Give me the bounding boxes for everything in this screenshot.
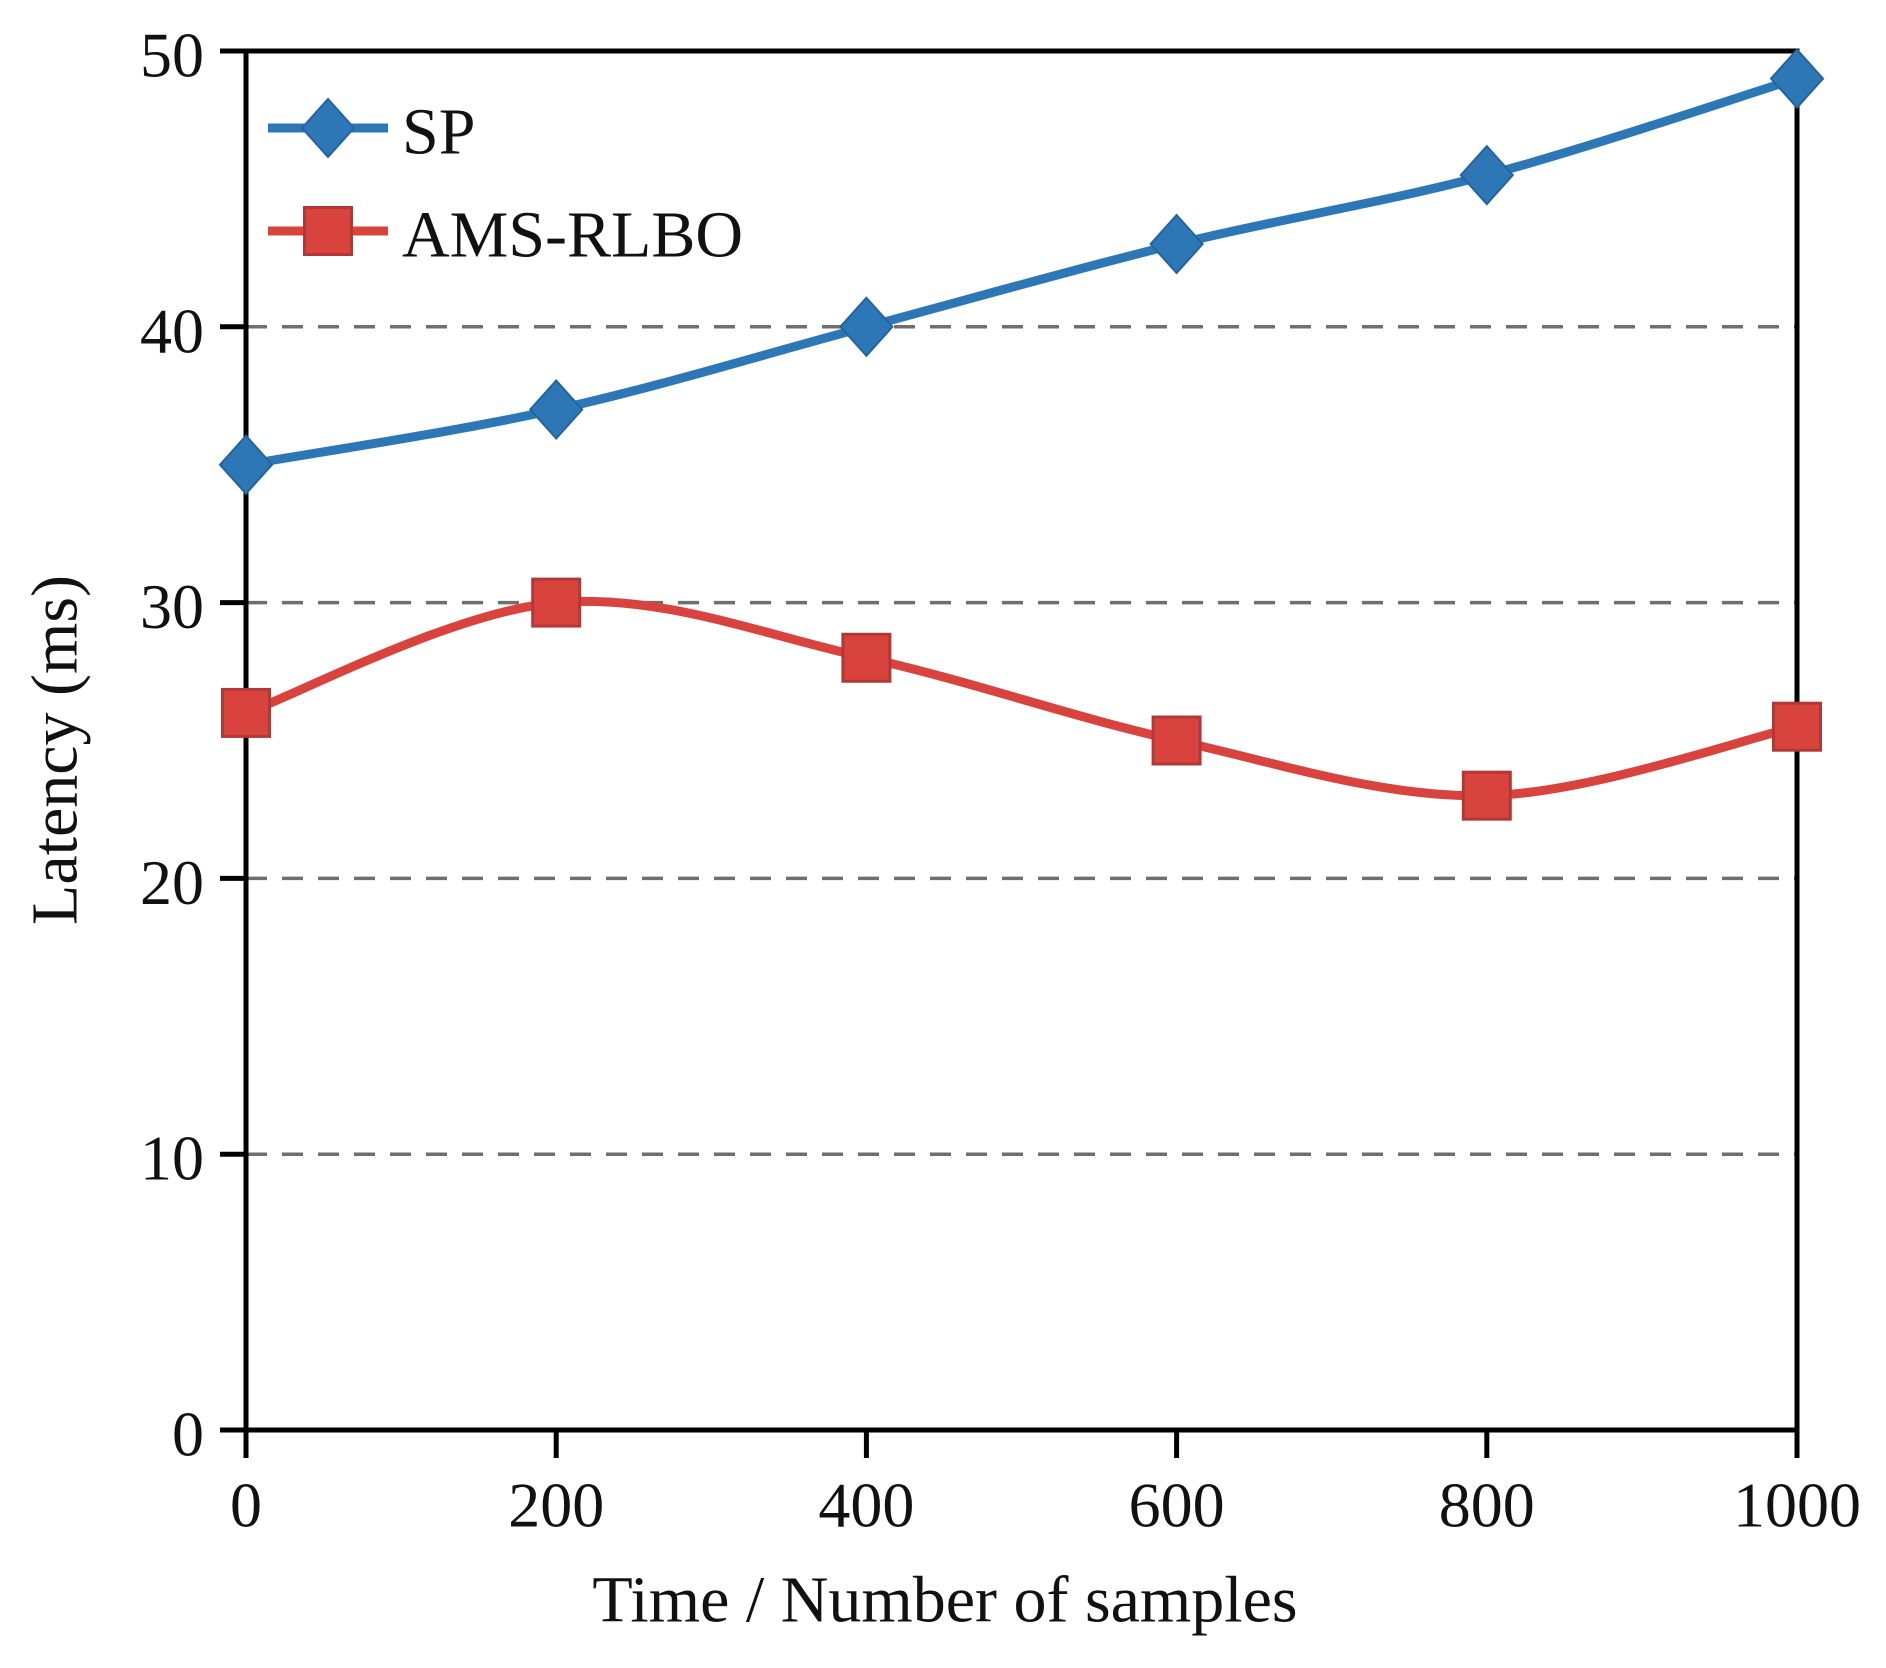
y-tick-label-50: 50: [140, 20, 204, 91]
x-tick-label-1000: 1000: [1733, 1470, 1861, 1541]
gridlines-group: [246, 325, 1797, 1156]
legend-group: SP AMS-RLBO: [268, 96, 743, 272]
x-tick-label-0: 0: [230, 1470, 262, 1541]
x-tick-label-200: 200: [508, 1470, 604, 1541]
series-marker-sp-0: [218, 434, 274, 496]
y-axis-label: Latency (ms): [19, 575, 92, 925]
series-line-ams-rlbo: [241, 596, 1802, 801]
x-tick-label-800: 800: [1439, 1470, 1535, 1541]
series-marker-ams-rlbo-1000: [1772, 701, 1822, 752]
series-marker-sp-1000: [1769, 48, 1825, 110]
series-group: [218, 48, 1825, 821]
x-tick-label-600: 600: [1129, 1470, 1225, 1541]
y-tick-label-40: 40: [140, 295, 204, 366]
series-marker-ams-rlbo-400: [841, 632, 892, 683]
series-marker-ams-rlbo-600: [1151, 715, 1202, 766]
series-marker-ams-rlbo-800: [1461, 770, 1512, 821]
legend-label-ams-rlbo: AMS-RLBO: [402, 199, 743, 272]
series-line-sp: [241, 74, 1802, 470]
series-marker-sp-600: [1149, 213, 1204, 275]
y-tick-label-10: 10: [140, 1123, 204, 1194]
legend-item-ams-rlbo: AMS-RLBO: [268, 199, 743, 272]
legend-marker-sp: [300, 97, 356, 159]
legend-marker-ams-rlbo: [303, 206, 353, 256]
series-marker-ams-rlbo-200: [531, 577, 582, 628]
series-marker-sp-200: [528, 379, 584, 441]
series-marker-ams-rlbo-0: [221, 687, 271, 738]
series-marker-sp-800: [1459, 144, 1515, 206]
x-tick-label-400: 400: [818, 1470, 914, 1541]
y-tick-label-0: 0: [172, 1399, 204, 1470]
legend-item-sp: SP: [268, 96, 475, 169]
y-tick-label-30: 30: [140, 571, 204, 642]
y-tick-label-20: 20: [140, 847, 204, 918]
legend-label-sp: SP: [402, 96, 475, 169]
ticks-group: 0 10 20 30 40 50 0 200 400 600 800 1000: [140, 20, 1861, 1541]
series-marker-sp-400: [839, 296, 894, 358]
x-axis-label: Time / Number of samples: [592, 1564, 1297, 1637]
